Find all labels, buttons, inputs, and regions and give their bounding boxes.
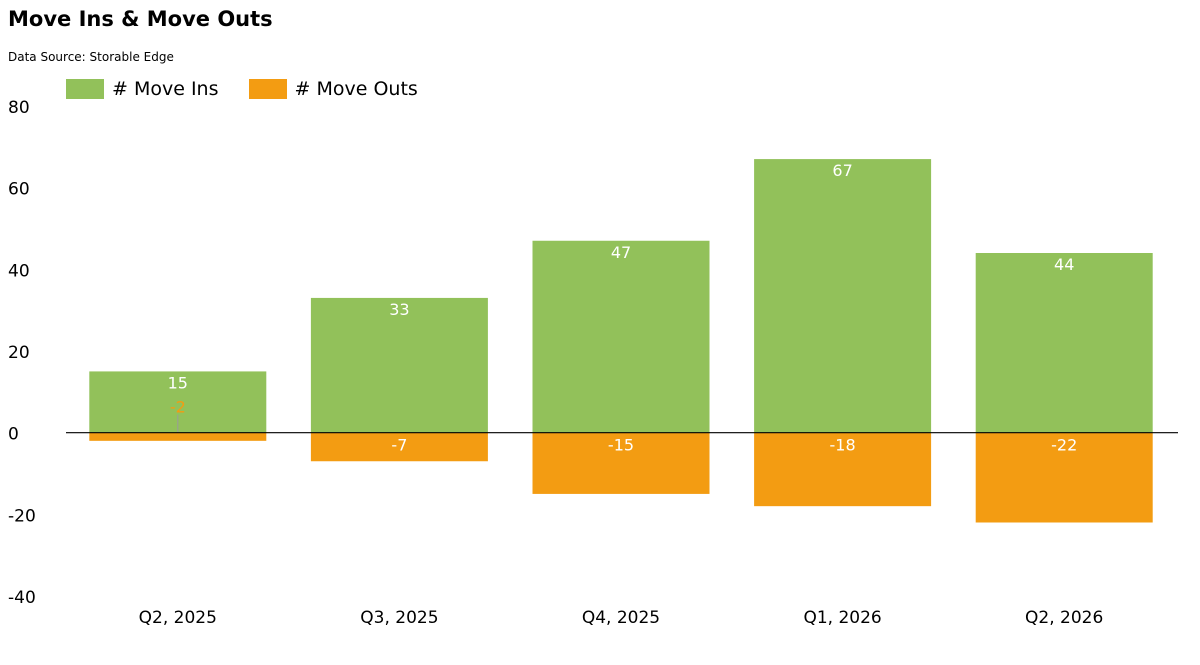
legend-label-move-ins: # Move Ins [112, 78, 219, 100]
x-tick-label: Q2, 2025 [139, 608, 217, 628]
legend-item-move-outs[interactable]: # Move Outs [248, 78, 418, 100]
data-label-move-outs: -2 [170, 398, 186, 417]
y-tick-label: -40 [8, 588, 36, 608]
data-label-move-ins: 15 [168, 373, 188, 392]
x-tick-label: Q1, 2026 [803, 608, 881, 628]
data-label-move-ins: 44 [1054, 255, 1074, 274]
x-tick-label: Q4, 2025 [582, 608, 660, 628]
x-tick-label: Q2, 2026 [1025, 608, 1103, 628]
bar-move-ins [532, 240, 710, 433]
data-label-move-ins: 67 [832, 161, 852, 180]
data-label-move-outs: -7 [391, 436, 407, 455]
y-tick-label: 80 [8, 98, 30, 118]
bar-move-outs [754, 432, 932, 507]
bar-move-ins [754, 159, 932, 433]
y-tick-label: 60 [8, 180, 30, 200]
data-label-move-ins: 33 [389, 300, 409, 319]
chart-title: Move Ins & Move Outs [8, 7, 273, 31]
y-tick-label: 0 [8, 425, 19, 445]
data-label-move-outs: -18 [830, 436, 856, 455]
x-tick-label: Q3, 2025 [360, 608, 438, 628]
legend: # Move Ins # Move Outs [66, 78, 448, 100]
y-tick-label: -20 [8, 506, 36, 526]
data-label-move-outs: -15 [608, 436, 634, 455]
legend-swatch-move-outs [248, 79, 287, 99]
legend-item-move-ins[interactable]: # Move Ins [66, 78, 219, 100]
y-tick-label: 20 [8, 343, 30, 363]
bar-move-ins [310, 297, 488, 433]
bar-move-outs [89, 432, 267, 441]
legend-swatch-move-ins [66, 79, 104, 99]
legend-label-move-outs: # Move Outs [294, 78, 418, 100]
chart-subtitle: Data Source: Storable Edge [8, 50, 174, 64]
data-label-move-ins: 47 [611, 243, 631, 262]
bar-move-ins [975, 253, 1153, 433]
y-tick-label: 40 [8, 261, 30, 281]
bar-move-outs [532, 432, 710, 494]
bar-move-outs [310, 432, 488, 462]
data-label-move-outs: -22 [1051, 436, 1077, 455]
bar-move-outs [975, 432, 1153, 523]
